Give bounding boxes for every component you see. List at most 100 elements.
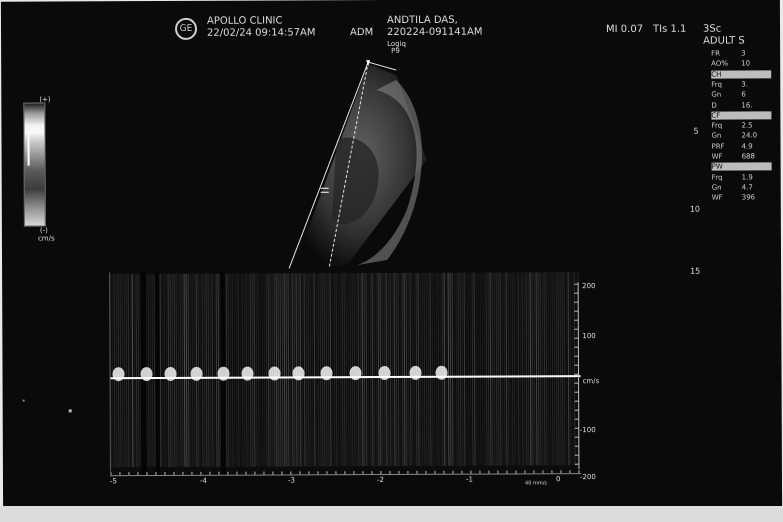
spectrum-noise xyxy=(569,272,572,466)
spectrum-noise xyxy=(405,272,408,466)
spectrum-noise xyxy=(549,272,552,466)
param-label: D xyxy=(711,101,717,110)
spectrum-noise xyxy=(365,273,368,467)
spectrum-noise xyxy=(519,272,522,466)
patient-id: 220224-091141AM xyxy=(387,26,483,39)
param-value: 4.7 xyxy=(741,183,753,192)
param-row: Frq 2.5 xyxy=(711,122,752,130)
artifact-band xyxy=(155,272,160,476)
spectrum-noise xyxy=(487,272,490,466)
spectrum-noise xyxy=(291,273,294,467)
spectrum-noise xyxy=(213,273,216,467)
spectrum-trace xyxy=(110,271,581,476)
spectrum-noise xyxy=(315,273,318,467)
paper-edge xyxy=(0,506,783,522)
time-label-1: -1 xyxy=(465,475,473,484)
spectrum-noise xyxy=(175,273,178,467)
spectrum-noise xyxy=(159,274,162,468)
spectrum-noise xyxy=(279,273,282,467)
spectrum-noise xyxy=(555,272,558,466)
spectrum-noise xyxy=(535,272,538,466)
spectrum-noise xyxy=(515,272,518,466)
spectrum-noise xyxy=(335,273,338,467)
spectrum-noise xyxy=(459,272,462,466)
spectrum-noise xyxy=(339,273,342,467)
spectrum-noise xyxy=(449,272,452,466)
param-row: Gn 4.7 xyxy=(712,183,753,191)
spectrum-noise xyxy=(125,274,128,468)
doppler-baseline xyxy=(110,375,581,380)
sweep-speed: 40 mm/s xyxy=(524,480,547,487)
param-row: FR 3 xyxy=(711,49,746,57)
velocity-label-200: 200 xyxy=(582,282,596,291)
spectrum-noise xyxy=(513,272,516,466)
spectrum-noise xyxy=(211,273,214,467)
spectrum-noise xyxy=(453,272,456,466)
spectrum-noise xyxy=(135,274,138,468)
spectrum-noise xyxy=(559,272,562,466)
spectrum-noise xyxy=(163,273,166,467)
spectrum-noise xyxy=(265,273,268,467)
param-label: PW xyxy=(711,162,772,171)
spectrum-noise xyxy=(181,273,184,467)
spectrum-noise xyxy=(123,274,126,468)
spectrum-noise xyxy=(469,272,472,466)
spectrum-noise xyxy=(477,272,480,466)
param-value: 396 xyxy=(741,193,756,202)
param-label: WF xyxy=(711,193,723,202)
param-label: Frq xyxy=(711,121,723,130)
tis-value: TIs 1.1 xyxy=(652,23,687,35)
param-row: WF 396 xyxy=(712,194,755,202)
depth-mark-5: 5 xyxy=(693,126,699,136)
spectrum-noise xyxy=(421,272,424,466)
spectrum-noise xyxy=(393,272,396,466)
param-row: PRF 4.9 xyxy=(712,142,753,150)
spectrum-noise xyxy=(399,272,402,466)
spectrum-noise xyxy=(431,272,434,466)
spectrum-noise xyxy=(457,272,460,466)
param-value: 688 xyxy=(741,152,755,161)
spectrum-noise xyxy=(527,272,530,466)
spectrum-noise xyxy=(133,274,136,468)
spectrum-noise xyxy=(377,273,380,467)
spectrum-noise xyxy=(467,272,470,466)
spectrum-noise xyxy=(561,272,564,466)
spectrum-noise xyxy=(517,272,520,466)
spectrum-noise xyxy=(571,272,574,466)
colorbar-marker xyxy=(27,131,30,166)
ge-logo: GE xyxy=(174,17,198,40)
spectrum-noise xyxy=(545,272,548,466)
velocity-label-neg100: -100 xyxy=(579,426,596,435)
spectrum-noise xyxy=(345,273,348,467)
spectrum-noise xyxy=(267,273,270,467)
param-value: 3. xyxy=(741,80,748,89)
spectrum-noise xyxy=(465,272,468,466)
spectrum-noise xyxy=(331,273,334,467)
parameter-panel: FR 3 AO% 10 CH Frq 3. Gn 6 D 16. CF Frq 2.5 Gn 24.0 PRF 4… xyxy=(701,26,782,286)
spectrum-noise xyxy=(361,273,364,467)
spectrum-noise xyxy=(363,273,366,467)
velocity-unit: cm/s xyxy=(582,377,600,386)
param-value: 24.0 xyxy=(741,131,758,140)
spectrum-noise xyxy=(261,273,264,467)
param-label: WF xyxy=(711,152,723,161)
b-mode-sector-image xyxy=(288,60,427,269)
spectrum-noise xyxy=(185,273,188,467)
spectrum-noise xyxy=(179,273,182,467)
param-value: 3 xyxy=(741,49,746,58)
spectrum-noise xyxy=(303,273,306,467)
param-label: FR xyxy=(711,49,721,58)
spectrum-noise xyxy=(373,273,376,467)
spectrum-noise xyxy=(497,272,500,466)
spectrum-noise xyxy=(231,273,234,467)
param-row: Frq 1.9 xyxy=(712,173,753,181)
spectrum-noise xyxy=(463,272,466,466)
spectrum-noise xyxy=(499,272,502,466)
spectrum-noise xyxy=(423,272,426,466)
spectrum-noise xyxy=(319,273,322,467)
param-row: AO% 10 xyxy=(711,60,750,68)
spectrum-noise xyxy=(131,274,134,468)
spectrum-noise xyxy=(565,272,568,466)
param-label: Gn xyxy=(711,131,722,140)
velocity-label-100: 100 xyxy=(582,332,596,341)
